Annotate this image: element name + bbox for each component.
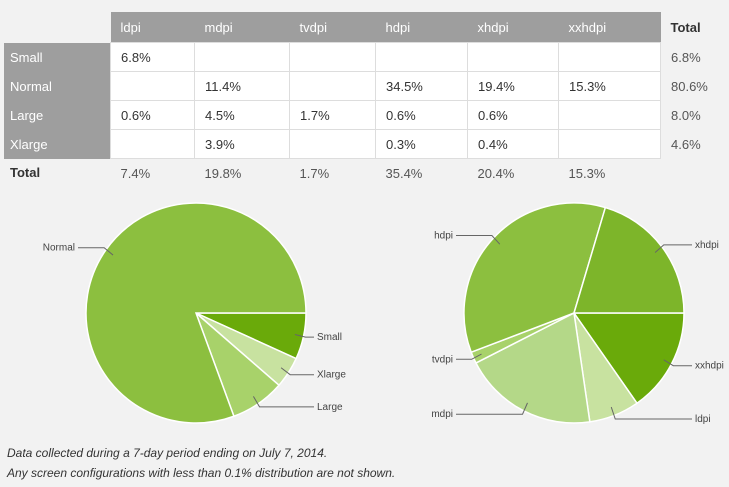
row-total: 8.0% [660,100,708,130]
table-header-row: ldpi mdpi tvdpi hdpi xhdpi xxhdpi Total [4,12,708,43]
table-cell [467,42,559,72]
row-label: Xlarge [4,129,111,159]
leader-line [456,402,528,415]
pie-label-small: Small [317,332,342,343]
row-label: Small [4,42,111,72]
column-header: xhdpi [467,12,559,43]
leader-line [252,396,314,408]
row-total: 4.6% [660,129,708,159]
pie-label-tvdpi: tvdpi [432,354,453,365]
table-cell: 15.3% [558,71,661,101]
table-cell: 0.6% [110,100,195,130]
pie-label-mdpi: mdpi [431,409,453,420]
table-cell: 3.9% [194,129,290,159]
column-header: xxhdpi [558,12,661,43]
table-cell [194,42,290,72]
column-total: 1.7% [289,158,376,187]
pie-slice-mdpi [474,311,591,424]
column-total: 20.4% [467,158,559,187]
table-cell: 0.6% [467,100,559,130]
row-label: Large [4,100,111,130]
pie-slice-xhdpi [572,206,685,314]
column-total: 19.8% [194,158,290,187]
screen-size-pie-chart: Small Xlarge Large Normal [43,202,346,424]
pie-label-xlarge: Xlarge [317,370,346,381]
table-cell: 0.6% [375,100,468,130]
column-total: 35.4% [375,158,468,187]
table-cell: 0.4% [467,129,559,159]
table-cell: 4.5% [194,100,290,130]
table-cell [289,129,376,159]
row-total: 6.8% [660,42,708,72]
table-row: Large 0.6% 4.5% 1.7% 0.6% 0.6% 8.0% [4,100,708,130]
table-row: Small 6.8% 6.8% [4,42,708,72]
screen-density-pie-chart: xxhdpi ldpi mdpi tvdpi hdpi xhdpi [431,202,724,425]
column-header: hdpi [375,12,468,43]
pie-slice-normal [85,202,307,424]
leader-line [294,333,314,338]
footnote-collection-period: Data collected during a 7-day period end… [7,446,328,460]
table-cell [289,71,376,101]
table-row: Xlarge 3.9% 0.3% 0.4% 4.6% [4,129,708,159]
column-header: ldpi [110,12,195,43]
total-column-header: Total [660,12,708,43]
pie-label-xhdpi: xhdpi [695,240,719,251]
pie-label-large: Large [317,402,343,413]
leader-line [456,234,501,245]
totals-row: Total 7.4% 19.8% 1.7% 35.4% 20.4% 15.3% [4,158,708,187]
pie-label-xxhdpi: xxhdpi [695,361,724,372]
column-total: 15.3% [558,158,661,187]
leader-line [654,244,692,253]
table-cell [110,71,195,101]
pie-slice-hdpi [463,202,607,354]
table-cell: 0.3% [375,129,468,159]
column-total: 7.4% [110,158,195,187]
table-cell [558,42,661,72]
table-cell [110,129,195,159]
table-cell: 34.5% [375,71,468,101]
pie-label-ldpi: ldpi [695,414,711,425]
leader-line [78,247,114,256]
totals-row-label: Total [4,158,111,187]
table-cell [375,42,468,72]
table-cell: 19.4% [467,71,559,101]
pie-slice-xxhdpi [572,312,685,405]
column-header: tvdpi [289,12,376,43]
table-corner [4,12,111,43]
footnote-threshold: Any screen configurations with less than… [7,466,396,480]
row-label: Normal [4,71,111,101]
leader-line [456,353,482,360]
table-cell: 6.8% [110,42,195,72]
table-row: Normal 11.4% 34.5% 19.4% 15.3% 80.6% [4,71,708,101]
table-cell [558,100,661,130]
leader-line [280,367,314,376]
table-cell [289,42,376,72]
table-cell: 11.4% [194,71,290,101]
row-total: 80.6% [660,71,708,101]
pie-label-hdpi: hdpi [434,230,453,241]
pie-label-normal: Normal [43,243,75,254]
table-cell: 1.7% [289,100,376,130]
table-cell [558,129,661,159]
distribution-table: ldpi mdpi tvdpi hdpi xhdpi xxhdpi Total … [4,12,708,187]
leader-line [663,359,692,367]
leader-line [610,406,692,420]
column-header: mdpi [194,12,290,43]
